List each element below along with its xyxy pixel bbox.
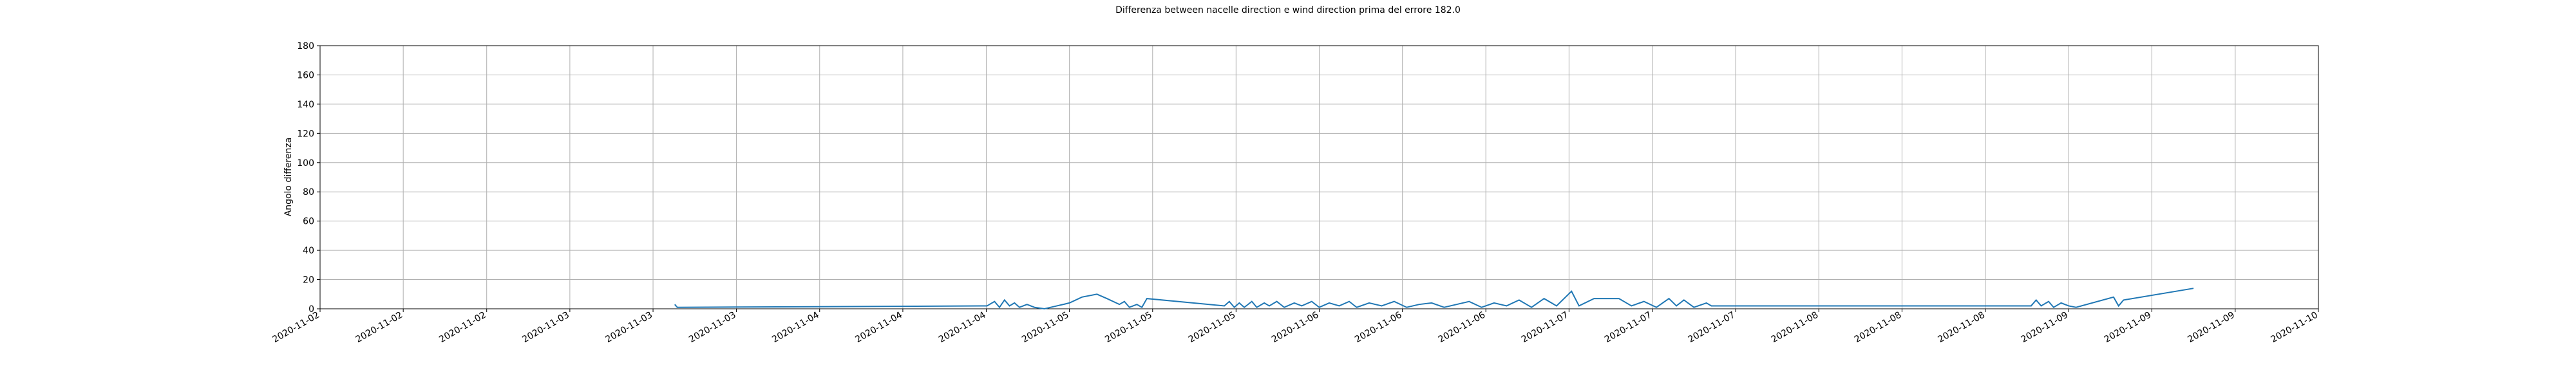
x-tick-label: 2020-11-05: [1187, 310, 1237, 345]
y-axis-label: Angolo differenza: [283, 138, 294, 217]
y-tick-label: 160: [297, 70, 314, 80]
data-line: [674, 288, 2194, 310]
x-tick-label: 2020-11-04: [853, 310, 904, 345]
x-tick-label: 2020-11-09: [2020, 310, 2070, 345]
x-tick-label: 2020-11-04: [770, 310, 821, 345]
x-tick-label: 2020-11-05: [1020, 310, 1070, 345]
y-tick-label: 180: [297, 41, 314, 51]
y-tick-label: 80: [303, 187, 314, 198]
x-tick-label: 2020-11-08: [1853, 310, 1903, 345]
x-tick-label: 2020-11-03: [520, 310, 571, 345]
x-tick-label: 2020-11-02: [354, 310, 404, 345]
y-tick-label: 120: [297, 129, 314, 139]
x-tick-label: 2020-11-08: [1936, 310, 1986, 345]
x-tick-label: 2020-11-06: [1353, 310, 1404, 345]
y-tick-label: 140: [297, 100, 314, 110]
chart-title: Differenza between nacelle direction e w…: [1115, 5, 1461, 15]
y-tick-label: 100: [297, 158, 314, 169]
x-tick-label: 2020-11-06: [1270, 310, 1321, 345]
x-tick-label: 2020-11-10: [2269, 310, 2320, 345]
y-tick-label: 60: [303, 217, 314, 227]
y-tick-label: 0: [308, 304, 314, 315]
x-tick-label: 2020-11-09: [2186, 310, 2236, 345]
x-tick-label: 2020-11-07: [1603, 310, 1653, 345]
x-tick-label: 2020-11-05: [1103, 310, 1153, 345]
x-tick-label: 2020-11-02: [271, 310, 321, 345]
x-tick-label: 2020-11-06: [1437, 310, 1488, 345]
x-tick-label: 2020-11-08: [1770, 310, 1820, 345]
x-tick-label: 2020-11-04: [937, 310, 988, 345]
x-tick-label: 2020-11-03: [687, 310, 737, 345]
y-tick-label: 20: [303, 275, 314, 286]
x-tick-label: 2020-11-07: [1687, 310, 1737, 345]
x-tick-label: 2020-11-03: [604, 310, 654, 345]
x-tick-label: 2020-11-07: [1520, 310, 1570, 345]
plot-frame: [319, 45, 2319, 309]
x-tick-label: 2020-11-02: [437, 310, 488, 345]
x-tick-label: 2020-11-09: [2103, 310, 2153, 345]
y-tick-label: 40: [303, 246, 314, 256]
